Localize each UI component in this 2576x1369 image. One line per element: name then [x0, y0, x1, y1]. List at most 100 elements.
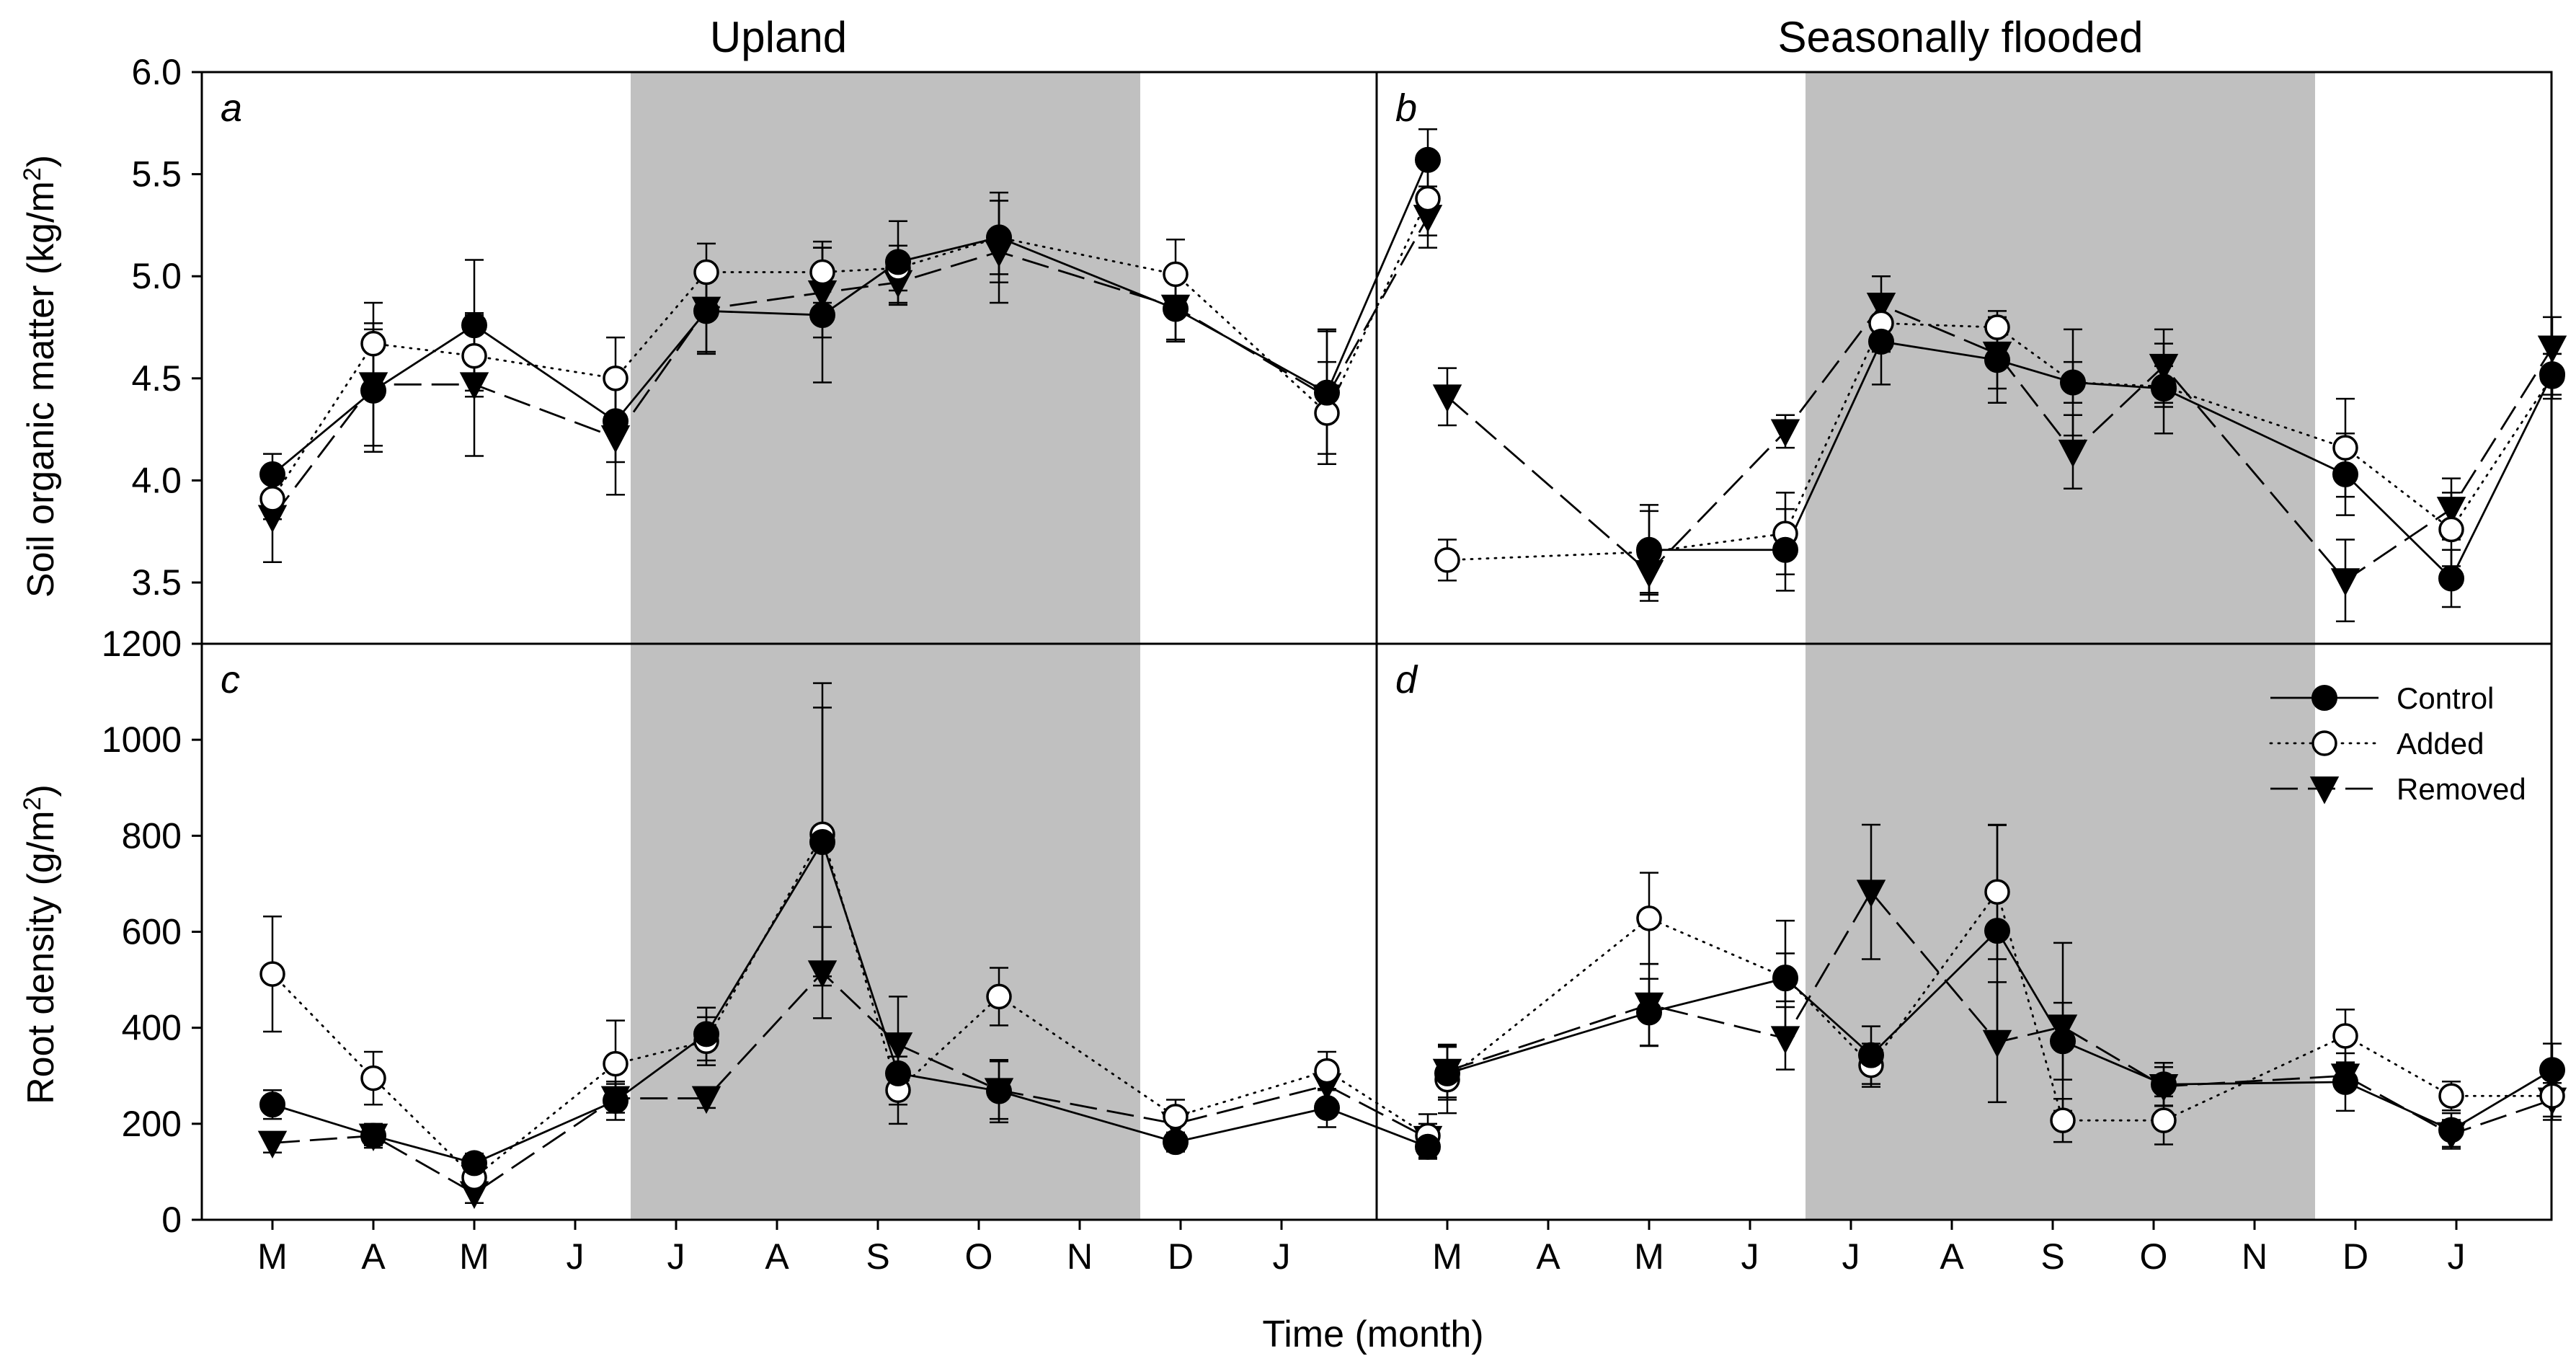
panel-c: c 0 200 400 600 800 1000 1200 — [102, 624, 1443, 1240]
point-removed — [2149, 353, 2179, 382]
x-tick-label: D — [2342, 1236, 2368, 1277]
point-control — [1163, 1129, 1189, 1156]
point-removed — [2048, 1014, 2078, 1042]
point-added — [2438, 516, 2464, 543]
x-tick-label: O — [2140, 1236, 2168, 1277]
point-added — [1415, 185, 1441, 212]
point-control — [603, 1087, 629, 1114]
x-tick-label: S — [2040, 1236, 2064, 1277]
point-added — [259, 961, 285, 987]
point-added — [2332, 435, 2358, 461]
point-control — [1636, 999, 1662, 1026]
point-removed — [883, 1032, 913, 1060]
x-tick-label: J — [567, 1236, 585, 1277]
line-removed-d — [1447, 890, 2553, 1136]
line-added-d — [1446, 890, 2554, 1122]
point-control — [2332, 461, 2358, 487]
point-added — [2050, 1107, 2076, 1133]
y-tick-label: 5.5 — [131, 154, 182, 195]
point-control — [885, 1060, 911, 1086]
point-removed — [2330, 568, 2360, 596]
point-added — [360, 330, 386, 357]
legend-label-added: Added — [2397, 727, 2484, 761]
point-added — [1636, 905, 1662, 931]
legend: Control Added Removed — [2269, 681, 2526, 806]
point-added — [1314, 1058, 1340, 1084]
x-tick-label: A — [1940, 1236, 1964, 1277]
y-axis-title-bottom-main: Root density (g/m — [20, 810, 62, 1104]
panel-a: a 3.5 4.0 4.5 5.0 5.5 6.0 — [131, 52, 1443, 603]
y-tick-label: 5.0 — [131, 256, 182, 296]
column-title-upland: Upland — [710, 13, 847, 61]
y-axis-title-bottom-end: ) — [20, 784, 62, 797]
legend-marker-removed — [2309, 776, 2340, 805]
point-control — [360, 1122, 386, 1149]
point-added — [1984, 879, 2010, 905]
legend-entry-removed: Removed — [2270, 772, 2526, 806]
point-control — [986, 1078, 1012, 1104]
point-control — [2438, 565, 2464, 592]
x-tick-label: O — [965, 1236, 993, 1277]
legend-entry-control: Control — [2270, 681, 2494, 715]
point-added — [603, 365, 629, 391]
point-added — [360, 1065, 386, 1091]
point-control — [2151, 375, 2177, 402]
markers-c — [257, 821, 1443, 1209]
point-control — [1434, 1060, 1460, 1086]
y-tick-label: 400 — [122, 1008, 182, 1048]
point-removed — [1770, 1026, 1800, 1054]
point-control — [809, 828, 835, 855]
y-tick-label: 1200 — [102, 624, 182, 664]
y-axis-title-bottom-sup: 2 — [19, 797, 46, 810]
point-added — [2151, 1107, 2177, 1133]
point-control — [693, 1021, 719, 1047]
y-axis-title-top-end: ) — [20, 155, 62, 167]
plot-layer: a 3.5 4.0 4.5 5.0 5.5 6.0 b c 0 200 400 600 800 1000 12… — [102, 52, 2567, 1240]
x-tick-label: M — [1432, 1236, 1462, 1277]
panel-label-d: d — [1395, 658, 1418, 701]
point-added — [809, 259, 835, 285]
point-added — [1163, 1104, 1189, 1130]
point-removed — [459, 372, 489, 400]
y-tick-label: 1000 — [102, 719, 182, 760]
legend-entry-added: Added — [2269, 727, 2484, 761]
point-control — [1772, 965, 1798, 992]
y-axis-title-top-sup: 2 — [19, 167, 46, 181]
point-control — [360, 377, 386, 404]
legend-marker-added — [2311, 730, 2337, 756]
x-tick-label: S — [866, 1236, 889, 1277]
line-added-c — [271, 831, 1429, 1179]
x-tick-label: J — [2448, 1236, 2466, 1277]
point-added — [2438, 1083, 2464, 1109]
y-tick-label: 600 — [122, 912, 182, 952]
point-control — [693, 298, 719, 324]
point-control — [461, 1150, 487, 1177]
point-control — [1163, 296, 1189, 322]
x-tick-label: J — [667, 1236, 685, 1277]
x-tick-label: M — [1634, 1236, 1664, 1277]
y-axis-title-top: Soil organic matter (kg/m2) — [19, 155, 62, 598]
point-added — [986, 983, 1012, 1010]
point-control — [603, 408, 629, 435]
y-tick-label: 4.0 — [131, 460, 182, 500]
point-added — [259, 486, 285, 512]
x-tick-label: A — [765, 1236, 789, 1277]
point-added — [2332, 1023, 2358, 1049]
point-control — [1984, 347, 2010, 373]
markers-b — [1432, 292, 2567, 596]
x-tick-label: N — [2242, 1236, 2268, 1277]
panel-label-a: a — [221, 87, 242, 130]
point-control — [2060, 369, 2086, 396]
point-control — [2050, 1028, 2076, 1055]
markers-a — [257, 146, 1443, 533]
point-control — [2438, 1117, 2464, 1143]
legend-label-control: Control — [2397, 681, 2494, 715]
point-added — [1163, 261, 1189, 288]
panel-label-c: c — [221, 658, 240, 701]
markers-d — [1432, 879, 2567, 1151]
column-title-seasonally-flooded: Seasonally flooded — [1777, 13, 2143, 61]
point-control — [1314, 379, 1340, 406]
y-tick-label: 200 — [122, 1104, 182, 1144]
point-removed — [257, 1130, 288, 1159]
x-tick-label: J — [1273, 1236, 1291, 1277]
